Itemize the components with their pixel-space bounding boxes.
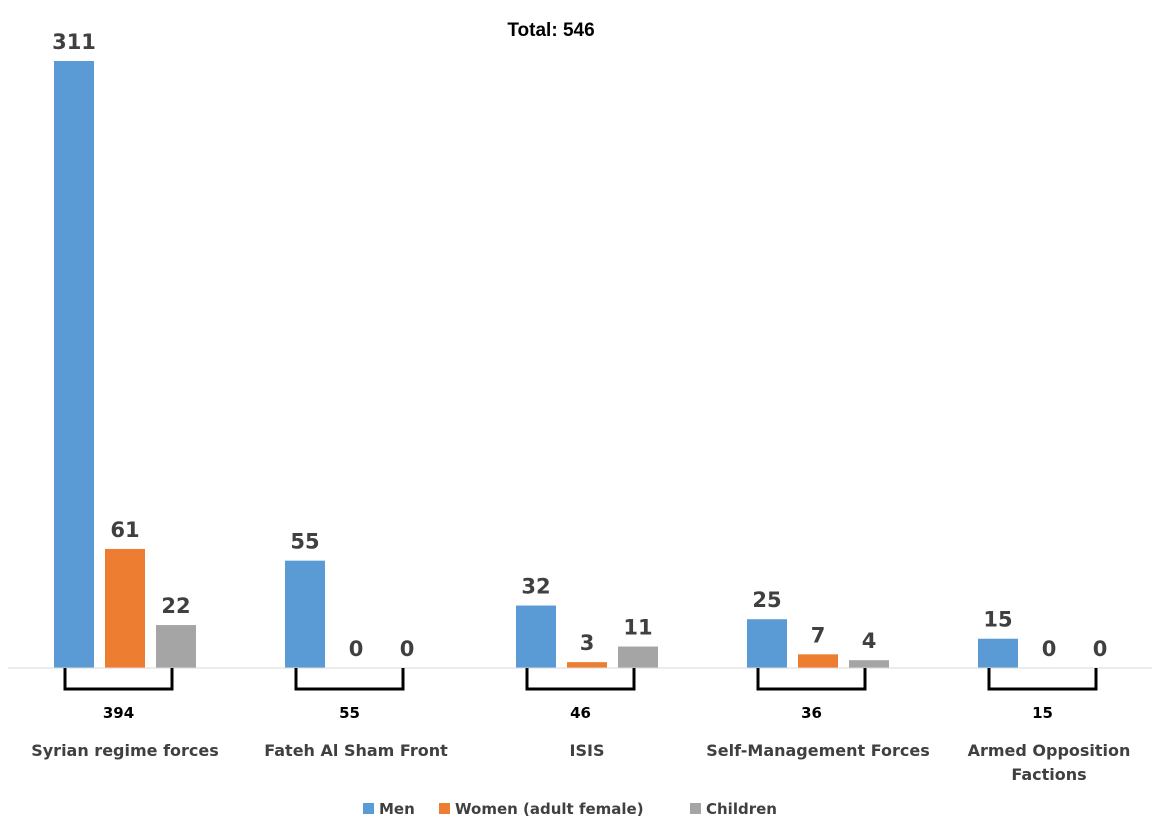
total-bracket [294, 668, 405, 691]
data-label: 0 [1042, 637, 1057, 661]
data-label: 25 [752, 588, 781, 612]
data-label: 311 [52, 30, 96, 54]
category-label: Armed Opposition Factions [968, 741, 1131, 784]
bar-syrian-regime-forces-women-adult-female [105, 548, 145, 668]
total-label: 55 [339, 704, 360, 722]
data-label: 0 [400, 637, 415, 661]
data-label: 15 [983, 608, 1012, 632]
legend-swatch-men [363, 803, 374, 814]
legend-label: Men [379, 800, 415, 818]
category-label: Fateh Al Sham Front [264, 741, 448, 760]
bar-isis-women-adult-female [567, 662, 607, 668]
category-labels: Syrian regime forces Fateh Al Sham Front I… [31, 741, 1130, 784]
legend-label: Children [706, 800, 777, 818]
category-label: ISIS [570, 741, 605, 760]
category-label: Self-Management Forces [706, 741, 930, 760]
data-label: 11 [623, 616, 652, 640]
total-bracket [525, 668, 636, 691]
total-label: 46 [570, 704, 591, 722]
chart-title: Total: 546 [507, 20, 594, 41]
bar-fateh-al-sham-front-men [285, 560, 325, 668]
bar-syrian-regime-forces-men [54, 61, 94, 668]
total-brackets: 394 55 46 36 15 [63, 668, 1098, 722]
data-label: 4 [862, 629, 877, 653]
data-label: 0 [349, 637, 364, 661]
total-label: 36 [801, 704, 822, 722]
bar-armed-opposition-factions-men [978, 638, 1018, 668]
data-label: 0 [1093, 637, 1108, 661]
total-bracket [756, 668, 867, 691]
legend: Men Women (adult female) Children [363, 800, 777, 818]
bar-self-management-forces-children [849, 660, 889, 668]
data-label: 55 [290, 530, 319, 554]
legend-swatch-children [690, 803, 701, 814]
bar-syrian-regime-forces-children [156, 625, 196, 668]
legend-swatch-women-adult-female [439, 803, 450, 814]
total-label: 394 [103, 704, 134, 722]
legend-label: Women (adult female) [455, 800, 644, 818]
bar-self-management-forces-men [747, 619, 787, 668]
data-label: 32 [521, 575, 550, 599]
total-bracket [63, 668, 174, 691]
data-label: 3 [580, 631, 595, 655]
data-label: 22 [161, 594, 190, 618]
bar-self-management-forces-women-adult-female [798, 654, 838, 668]
category-label: Syrian regime forces [31, 741, 219, 760]
bar-isis-children [618, 646, 658, 668]
total-bracket [987, 668, 1098, 691]
bar-isis-men [516, 605, 556, 668]
total-label: 15 [1032, 704, 1053, 722]
data-label: 7 [811, 623, 826, 647]
data-label: 61 [110, 518, 139, 542]
